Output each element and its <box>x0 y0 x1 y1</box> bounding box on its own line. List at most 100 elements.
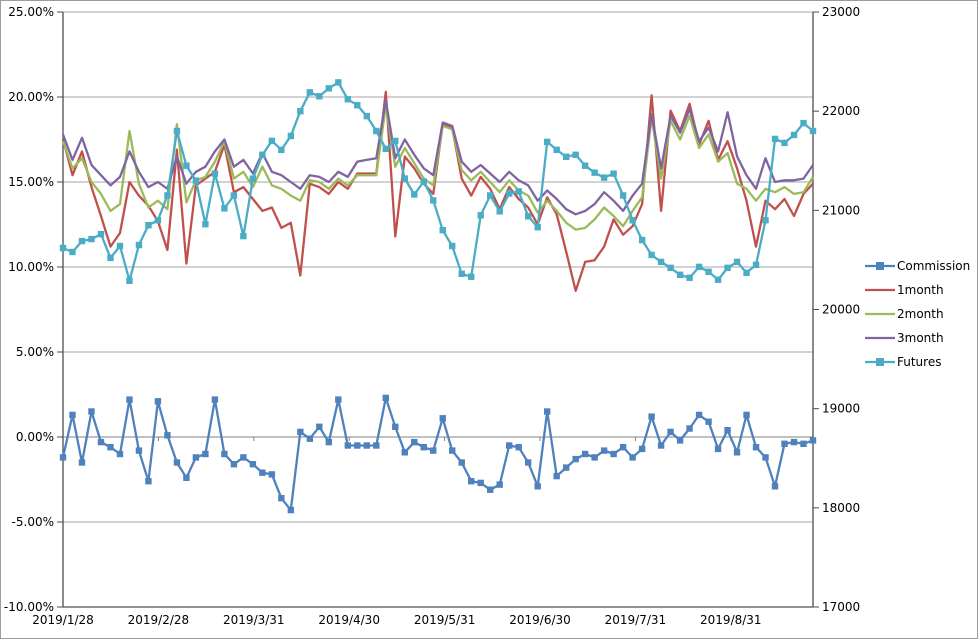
series-marker <box>316 93 323 100</box>
series-marker <box>790 438 798 446</box>
series-marker <box>800 440 807 447</box>
x-axis-tick-label: 2019/5/31 <box>414 613 476 627</box>
series-marker <box>534 223 541 231</box>
series-marker <box>572 455 579 463</box>
series-marker <box>676 271 684 278</box>
legend-item-commission: Commission <box>865 260 970 272</box>
legend-swatch-3month <box>865 336 895 340</box>
left-axis-tick-label: 5.00% <box>16 345 54 359</box>
legend-label-futures: Futures <box>897 355 942 369</box>
series-marker <box>657 258 665 266</box>
series-marker <box>211 396 219 403</box>
series-marker <box>97 230 105 238</box>
series-2month <box>61 104 814 231</box>
series-marker <box>648 251 655 259</box>
series-marker <box>59 244 67 252</box>
series-marker <box>809 437 817 444</box>
series-marker <box>458 459 465 466</box>
series-marker <box>373 127 380 135</box>
series-marker <box>344 96 352 103</box>
series-marker <box>439 226 446 234</box>
series-marker <box>762 454 769 461</box>
series-marker <box>581 450 589 458</box>
right-axis-tick-label: 17000 <box>822 600 860 614</box>
series-marker <box>306 89 314 96</box>
series-marker <box>392 137 399 145</box>
series-marker <box>781 139 788 147</box>
series-marker <box>126 396 133 403</box>
series-marker <box>420 444 427 451</box>
series-marker <box>154 398 162 405</box>
series-marker <box>401 449 408 456</box>
series-marker <box>487 192 494 199</box>
series-marker <box>515 188 522 195</box>
series-line <box>61 104 814 231</box>
series-marker <box>430 197 437 204</box>
series-marker <box>249 461 257 468</box>
series-marker <box>600 174 608 181</box>
x-axis-tick-label: 2019/6/30 <box>509 613 571 627</box>
series-marker <box>800 119 807 127</box>
series-marker <box>705 418 712 425</box>
series-marker <box>468 273 475 280</box>
series-marker <box>752 261 760 269</box>
series-line <box>61 90 814 292</box>
series-marker <box>724 427 731 434</box>
series-marker <box>468 478 475 485</box>
x-axis-tick-label: 2019/7/31 <box>605 613 667 627</box>
series-marker <box>230 461 238 468</box>
series-marker <box>638 445 646 453</box>
right-axis-tick-label: 21000 <box>822 203 860 217</box>
series-marker <box>420 178 427 185</box>
series-marker <box>363 442 370 449</box>
x-axis-tick-label: 2019/4/30 <box>318 613 380 627</box>
series-marker <box>458 270 465 277</box>
series-marker <box>107 444 114 451</box>
series-marker <box>581 162 589 169</box>
series-marker <box>164 192 171 199</box>
series-marker <box>790 131 798 139</box>
series-marker <box>297 107 304 115</box>
series-marker <box>686 425 693 432</box>
series-marker <box>515 444 522 451</box>
series-marker <box>676 437 684 444</box>
series-line <box>61 99 814 216</box>
left-axis-tick-label: 20.00% <box>8 90 54 104</box>
series-marker <box>657 442 665 449</box>
series-marker <box>562 153 570 160</box>
series-marker <box>771 135 779 143</box>
series-marker <box>164 432 171 439</box>
series-marker <box>344 442 352 449</box>
series-3month <box>61 99 814 216</box>
series-marker <box>705 268 712 276</box>
left-axis-tick-label: 0.00% <box>16 430 54 444</box>
legend: Commission 1month 2month 3month Futures <box>865 260 970 368</box>
left-axis-tick-label: -5.00% <box>12 515 54 529</box>
series-marker <box>629 454 636 461</box>
legend-label-1month: 1month <box>897 283 944 297</box>
series-marker <box>382 394 389 402</box>
series-marker <box>69 248 76 256</box>
series-marker <box>809 127 817 135</box>
series-marker <box>373 442 380 449</box>
legend-label-3month: 3month <box>897 331 944 345</box>
series-marker <box>268 471 276 478</box>
series-marker <box>59 454 67 461</box>
legend-swatch-2month <box>865 312 895 316</box>
series-marker <box>724 264 731 272</box>
series-marker <box>221 205 228 212</box>
series-marker <box>202 221 209 228</box>
series-marker <box>733 258 741 266</box>
series-marker <box>145 222 152 229</box>
right-axis-tick-label: 23000 <box>822 5 860 19</box>
series-marker <box>192 177 200 184</box>
series-marker <box>316 423 323 430</box>
series-marker <box>78 459 86 466</box>
series-marker <box>116 450 124 458</box>
series-marker <box>297 428 304 436</box>
series-marker <box>506 190 513 197</box>
legend-item-2month: 2month <box>865 308 970 320</box>
x-axis-tick-label: 2019/8/31 <box>700 613 762 627</box>
series-marker <box>354 102 361 109</box>
